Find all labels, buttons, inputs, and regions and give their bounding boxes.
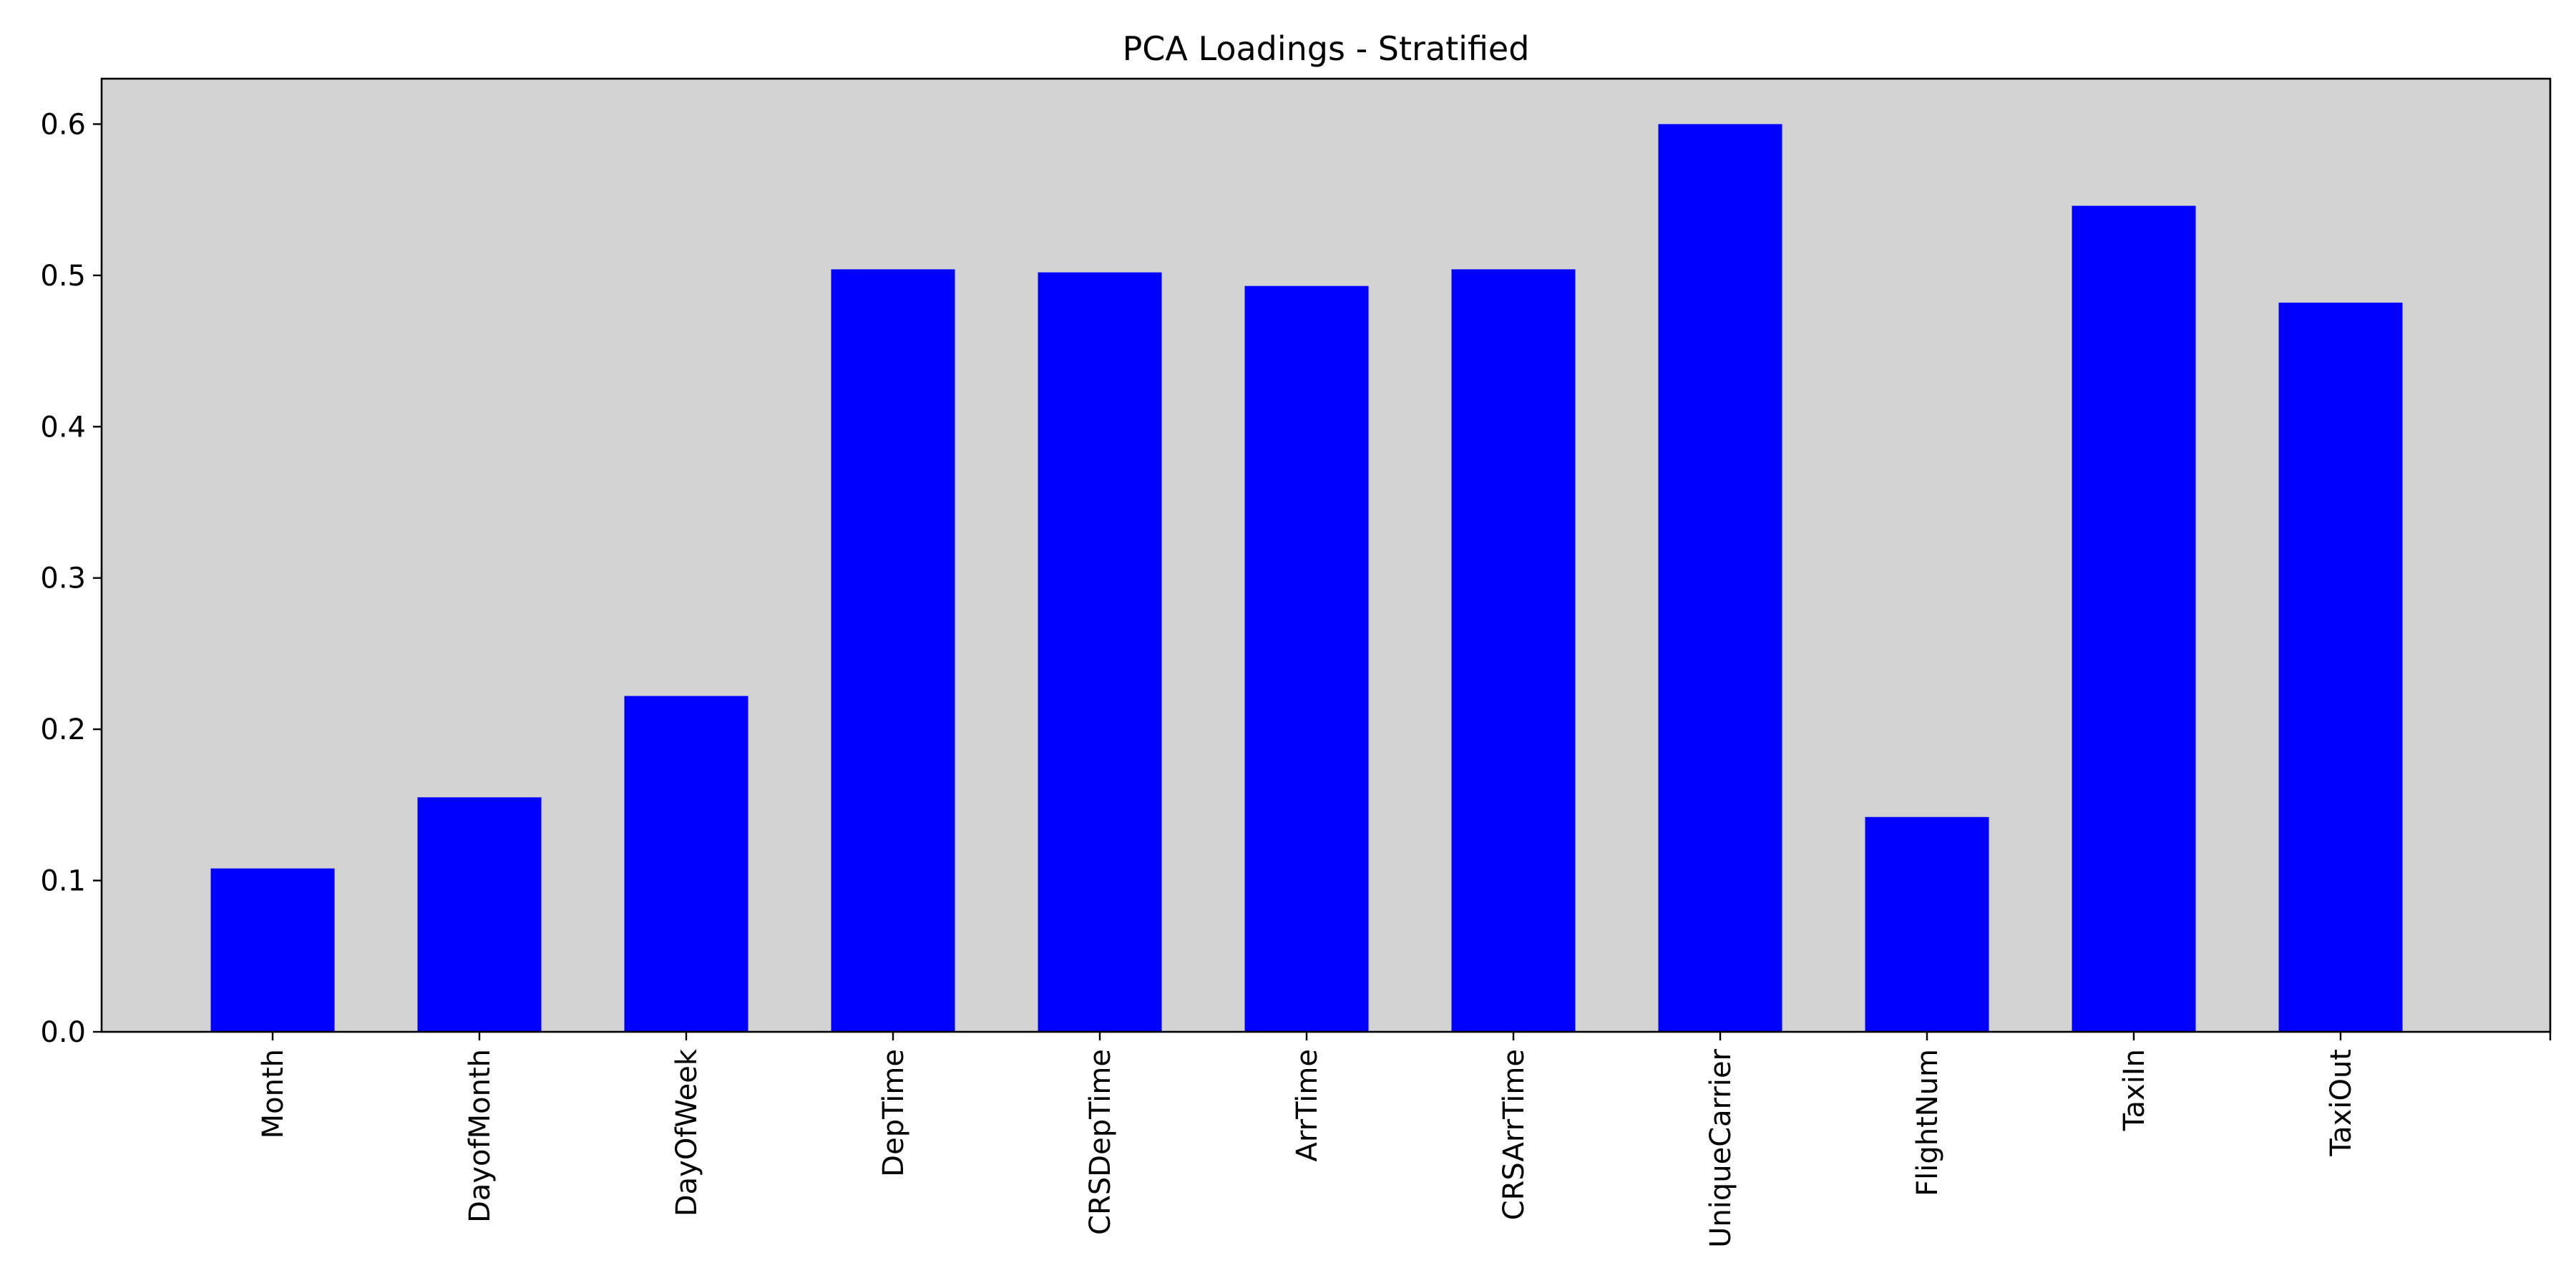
x-tick-label: DayOfWeek (670, 1048, 703, 1216)
bar-dayofweek (624, 696, 748, 1032)
bar-taxiin (2072, 205, 2196, 1033)
bar-deptime (831, 269, 955, 1032)
x-tick-label: TaxiOut (2325, 1049, 2358, 1157)
axes-layer (100, 77, 2552, 1033)
x-tick-label: DepTime (877, 1049, 910, 1177)
x-tick-label: ArrTime (1291, 1049, 1324, 1161)
bar-crsarrtime (1451, 269, 1576, 1032)
chart-title: PCA Loadings - Stratified (1123, 29, 1530, 68)
bar-taxiout (2278, 302, 2403, 1032)
x-tick-label: CRSDepTime (1084, 1049, 1117, 1235)
y-ticks-layer: 0.0 0.1 0.2 0.3 0.4 0.5 0.6 (40, 108, 102, 1049)
bar-crsdeptime (1038, 272, 1162, 1033)
bar-dayofmonth (417, 797, 542, 1032)
y-tick-label: 0.1 (40, 865, 86, 898)
bars-layer (210, 124, 2403, 1033)
x-tick-label: UniqueCarrier (1704, 1048, 1737, 1247)
x-tick-label: FlightNum (1911, 1049, 1944, 1196)
x-tick-label: Month (257, 1049, 290, 1138)
x-ticks-layer: Month DayofMonth DayOfWeek DepTime CRSDepTim… (257, 1032, 2552, 1248)
x-tick-label: TaxiIn (2118, 1049, 2151, 1131)
y-tick-label: 0.4 (40, 411, 86, 444)
y-tick-label: 0.0 (40, 1016, 86, 1049)
x-tick-label: CRSArrTime (1498, 1049, 1531, 1220)
y-tick-label: 0.5 (40, 260, 86, 293)
y-tick-label: 0.2 (40, 713, 86, 746)
bar-arrtime (1244, 286, 1369, 1033)
y-tick-label: 0.6 (40, 108, 86, 141)
x-tick-label: DayofMonth (464, 1049, 497, 1223)
bar-uniquecarrier (1658, 124, 1782, 1032)
bar-flightnum (1865, 816, 1989, 1032)
axes-frame (100, 77, 2552, 1033)
bar-month (210, 868, 335, 1032)
y-tick-label: 0.3 (40, 562, 86, 595)
